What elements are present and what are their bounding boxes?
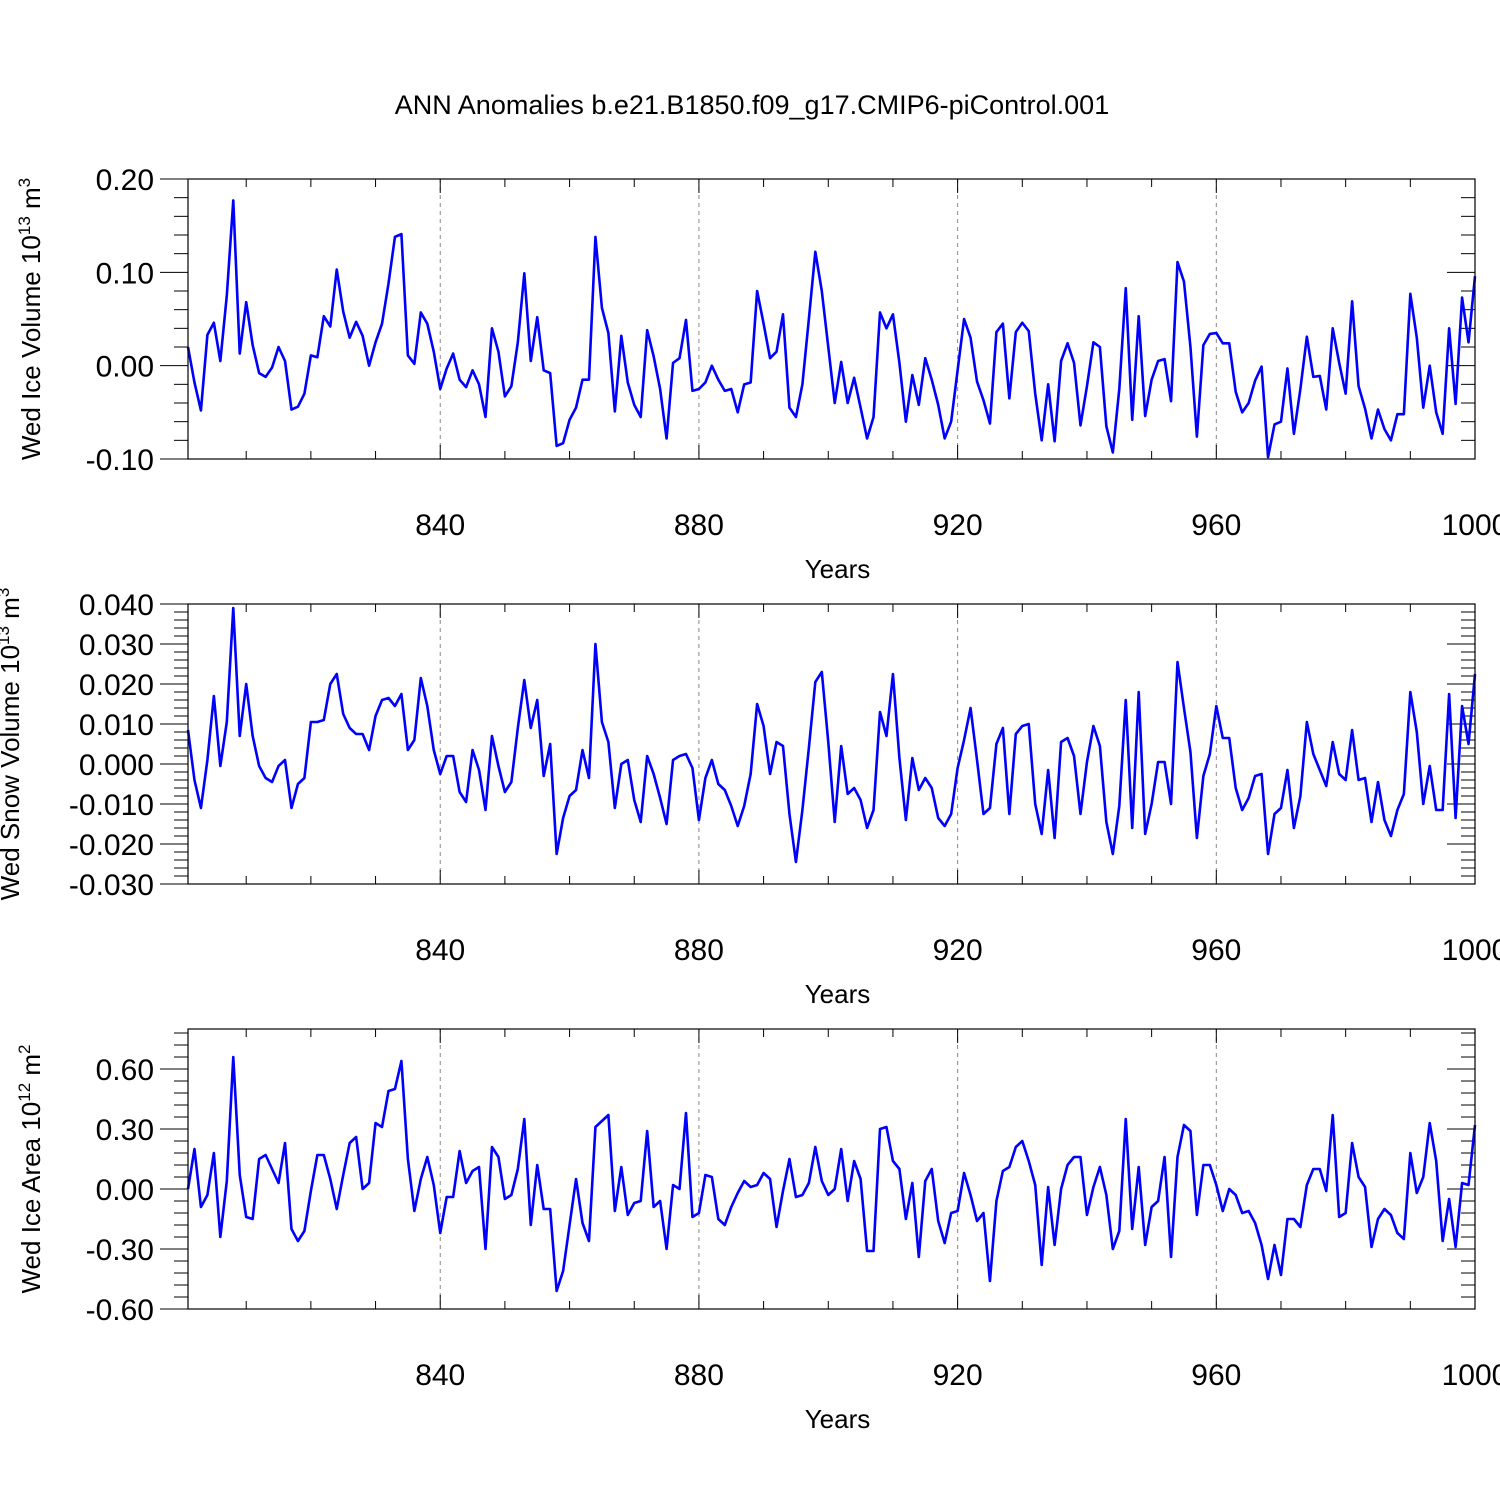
y-tick-label: 0.030 [79,629,154,662]
x-axis-label: Years [805,979,871,1009]
series-line [186,1055,1477,1293]
plot-frame [187,1028,1476,1310]
series-line [186,606,1477,864]
y-tick-label: 0.10 [96,257,154,290]
y-tick-label: -0.30 [86,1234,154,1267]
plot-frame [187,178,1476,460]
y-tick-label: 0.30 [96,1114,154,1147]
x-tick-label: 960 [1191,509,1241,542]
y-tick-label: -0.030 [69,869,154,902]
y-axis-label: Wed Snow Volume 1013 m3 [0,588,25,901]
x-tick-label: 880 [674,509,724,542]
figure-title: ANN Anomalies b.e21.B1850.f09_g17.CMIP6-… [395,90,1109,120]
y-tick-label: 0.20 [96,164,154,197]
y-axis-label: Wed Ice Volume 1013 m3 [15,178,46,460]
x-axis-label: Years [805,1404,871,1434]
y-tick-label: -0.10 [86,444,154,477]
y-tick-label: 0.040 [79,589,154,622]
x-tick-label: 960 [1191,1359,1241,1392]
x-tick-label: 840 [415,509,465,542]
y-tick-label: 0.020 [79,669,154,702]
panel-ice-area: 0.60 0.30 0.00 -0.30 -0.60 840 880 920 960 1000 Ye… [15,1028,1500,1434]
plot-frame [187,603,1476,885]
x-tick-label: 960 [1191,934,1241,967]
series-line [186,199,1477,459]
x-axis-label: Years [805,554,871,584]
y-axis-label: Wed Ice Area 1012 m2 [15,1044,46,1293]
x-tick-label: 920 [933,934,983,967]
x-tick-label: 840 [415,934,465,967]
x-tick-label: 840 [415,1359,465,1392]
y-tick-label: 0.010 [79,709,154,742]
y-tick-label: -0.010 [69,789,154,822]
x-tick-label: 1000 [1442,509,1500,542]
y-tick-label: 0.60 [96,1054,154,1087]
y-tick-label: 0.00 [96,1174,154,1207]
x-tick-label: 920 [933,509,983,542]
x-tick-label: 1000 [1442,934,1500,967]
y-tick-label: 0.000 [79,749,154,782]
x-tick-label: 880 [674,1359,724,1392]
y-tick-label: -0.60 [86,1294,154,1327]
y-tick-label: -0.020 [69,829,154,862]
panel-snow-volume: 0.040 0.030 0.020 0.010 0.000 -0.010 -0.020 -0.… [0,588,1500,1009]
y-tick-label: 0.00 [96,351,154,384]
panel-ice-volume: 0.20 0.10 0.00 -0.10 840 880 920 960 1000 Years We… [15,164,1500,584]
x-tick-label: 880 [674,934,724,967]
x-tick-label: 1000 [1442,1359,1500,1392]
x-tick-label: 920 [933,1359,983,1392]
